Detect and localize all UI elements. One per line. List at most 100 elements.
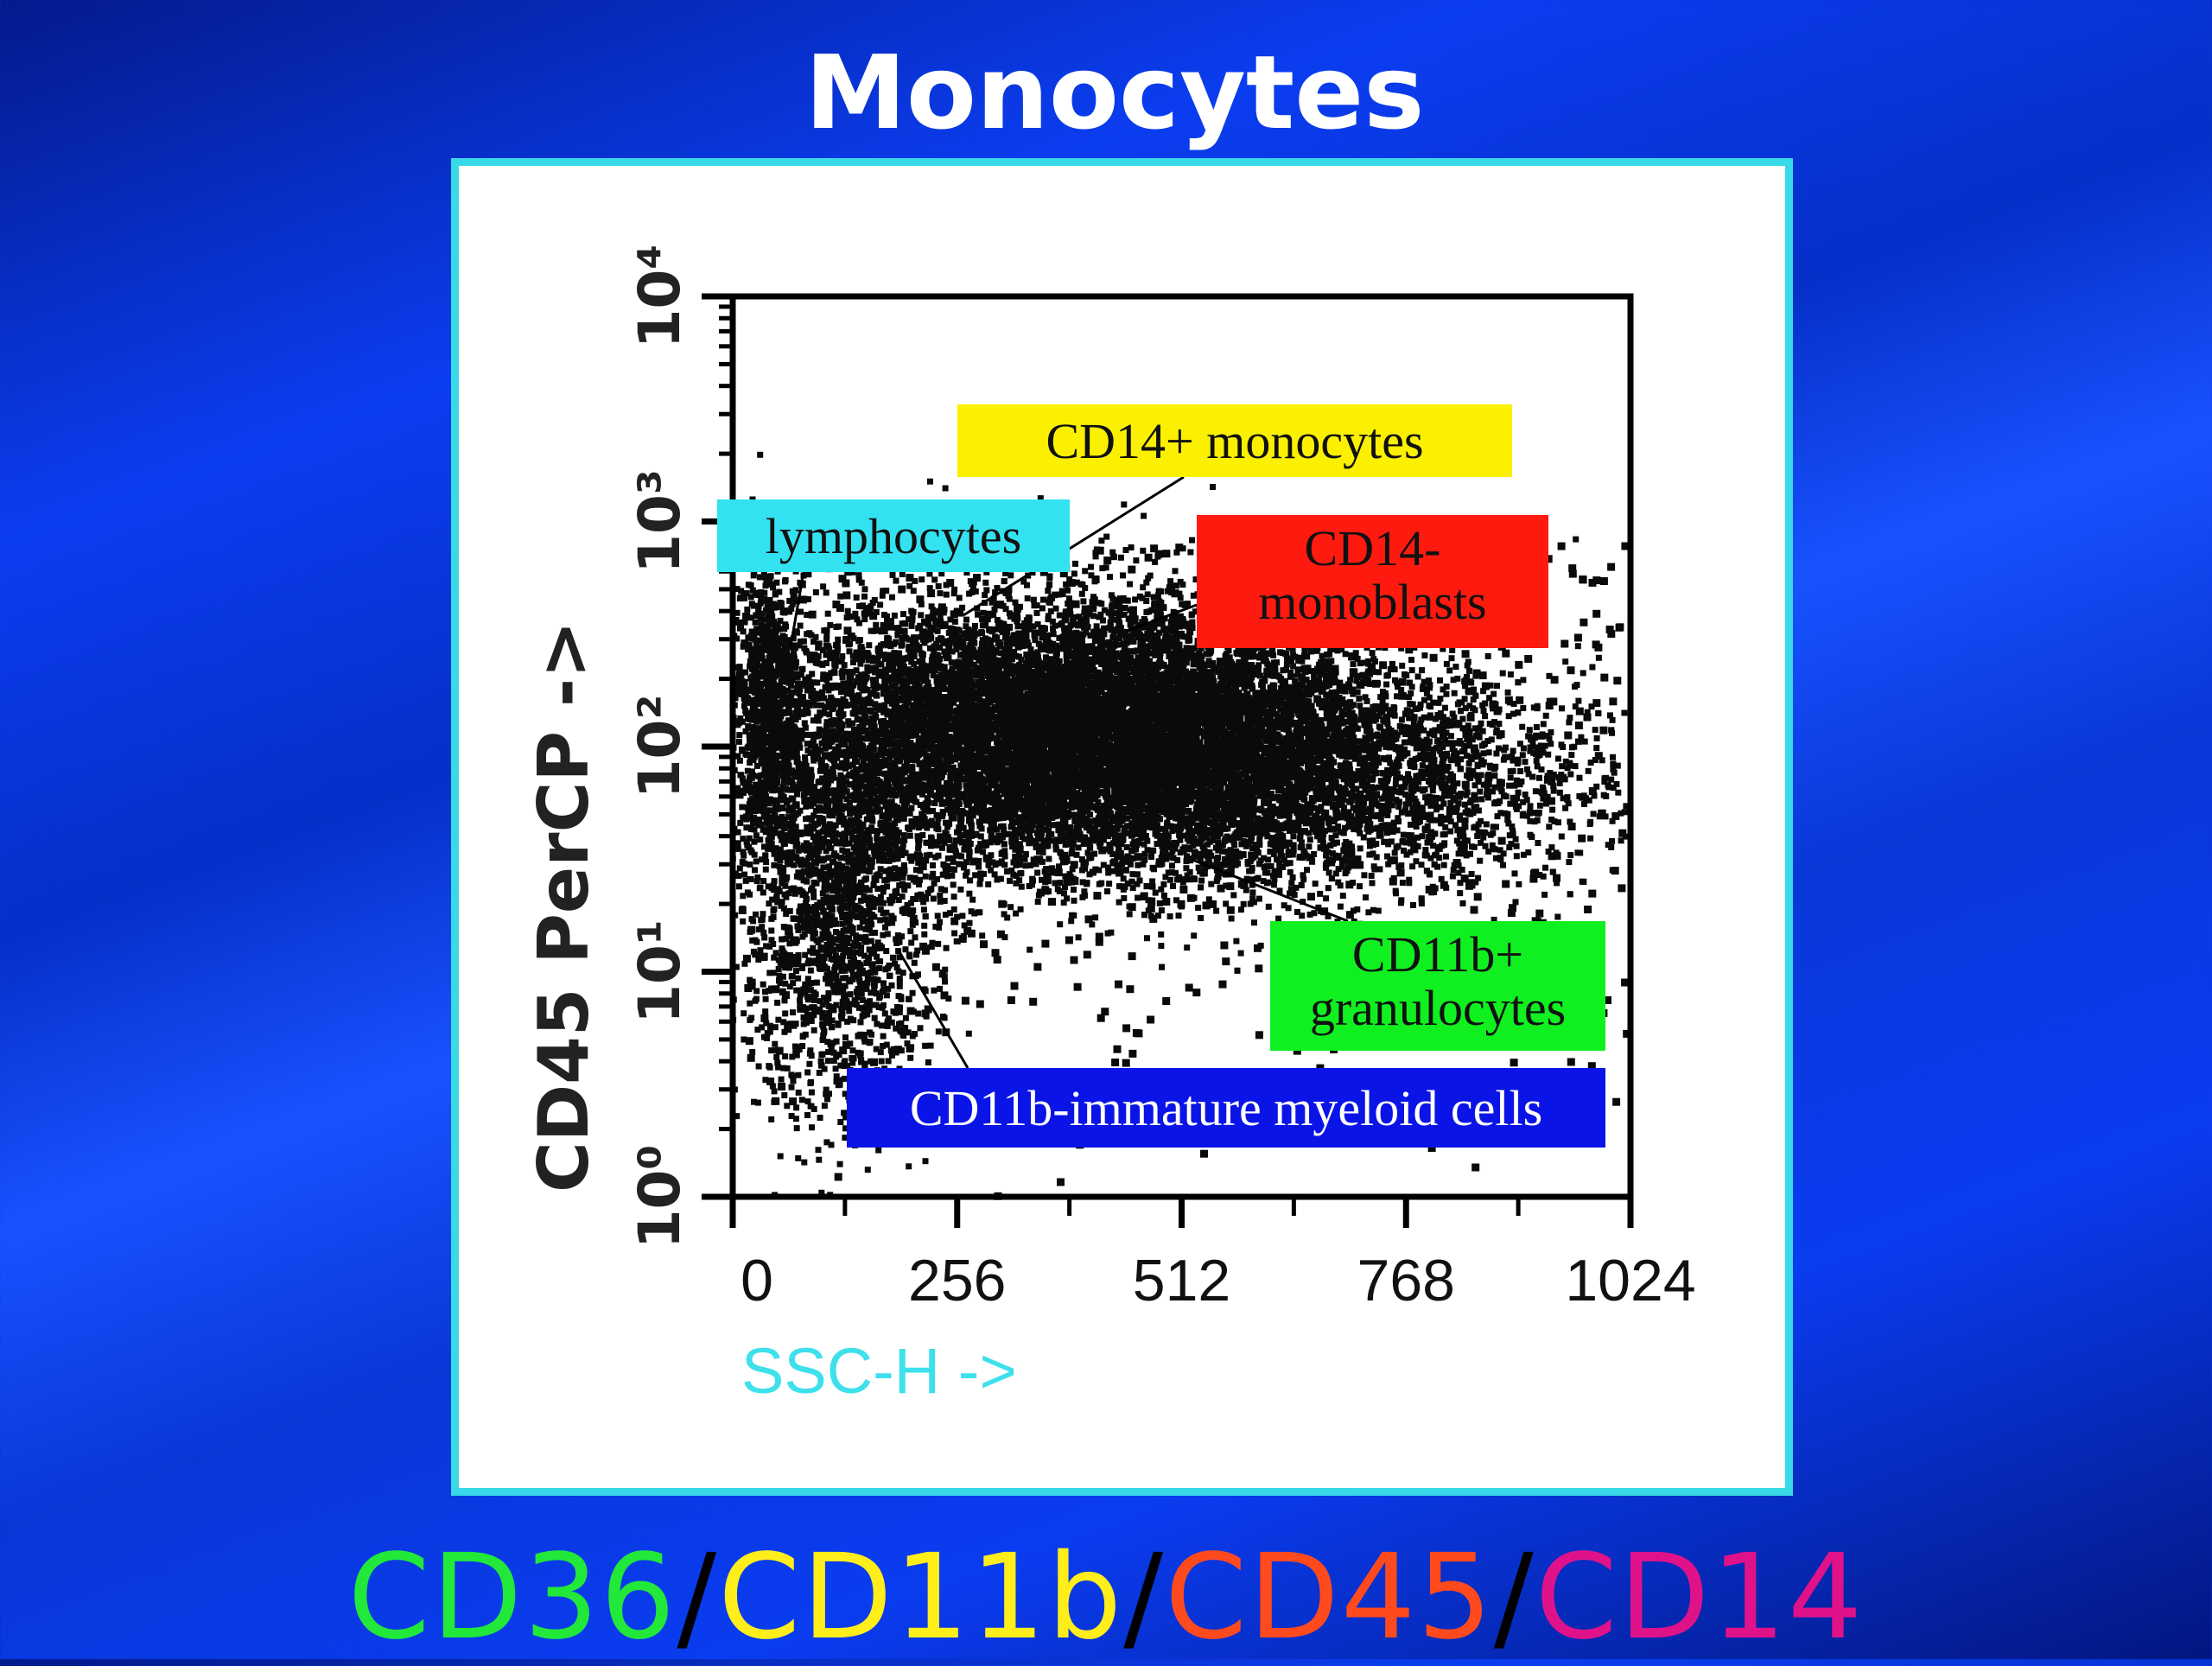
scatter-point-1818 xyxy=(836,717,843,724)
scatter-point-378 xyxy=(747,594,754,601)
scatter-point-710 xyxy=(769,636,776,643)
scatter-point-302 xyxy=(773,855,780,862)
scatter-point-319 xyxy=(762,582,769,589)
scatter-point-460 xyxy=(747,754,754,760)
scatter-point-2134 xyxy=(968,908,975,915)
scatter-point-1259 xyxy=(1098,537,1105,544)
scatter-point-514 xyxy=(753,639,760,645)
scatter-point-3265 xyxy=(1038,836,1045,843)
scatter-point-3026 xyxy=(992,589,999,596)
scatter-point-642 xyxy=(761,934,768,941)
scatter-point-773 xyxy=(759,742,766,749)
scatter-point-2429 xyxy=(926,585,933,592)
scatter-point-1973 xyxy=(992,674,999,681)
scatter-point-2280 xyxy=(1071,570,1077,577)
scatter-point-4968 xyxy=(753,798,760,804)
scatter-point-1945 xyxy=(880,798,887,804)
scatter-point-4250 xyxy=(981,785,988,792)
scatter-point-487 xyxy=(770,601,777,607)
scatter-point-4123 xyxy=(860,682,867,689)
scatter-point-4161 xyxy=(881,628,888,634)
scatter-point-2309 xyxy=(806,652,813,658)
scatter-point-20 xyxy=(759,856,766,863)
scatter-point-3544 xyxy=(836,777,843,784)
scatter-point-1692 xyxy=(933,678,940,684)
scatter-point-3519 xyxy=(938,732,945,739)
scatter-point-2196 xyxy=(910,588,917,595)
scatter-point-2572 xyxy=(1052,775,1058,782)
scatter-point-3763 xyxy=(824,610,831,617)
scatter-point-2586 xyxy=(761,779,768,786)
scatter-point-4876 xyxy=(785,687,791,694)
scatter-point-3432 xyxy=(753,832,760,839)
scatter-point-1806 xyxy=(926,774,933,781)
scatter-point-2511 xyxy=(825,855,832,862)
scatter-point-780 xyxy=(762,829,769,836)
scatter-point-697 xyxy=(745,645,752,652)
scatter-point-3573 xyxy=(1092,866,1099,873)
scatter-point-1004 xyxy=(782,621,789,628)
scatter-point-1774 xyxy=(779,817,786,824)
scatter-point-2324 xyxy=(823,792,830,798)
scatter-point-4054 xyxy=(894,650,901,657)
scatter-point-272 xyxy=(734,609,741,616)
scatter-point-3367 xyxy=(875,785,882,792)
scatter-point-2366 xyxy=(761,672,768,679)
scatter-point-3720 xyxy=(1027,797,1033,803)
scatter-point-2966 xyxy=(919,823,926,830)
scatter-point-2413 xyxy=(844,607,851,614)
scatter-point-227 xyxy=(767,573,774,580)
scatter-point-824 xyxy=(769,708,776,714)
scatter-point-3818 xyxy=(784,678,791,685)
scatter-point-1292 xyxy=(850,727,857,734)
scatter-point-2370 xyxy=(1073,579,1080,586)
scatter-point-1598 xyxy=(839,673,846,680)
scatter-point-3438 xyxy=(1065,595,1072,602)
scatter-point-682 xyxy=(765,713,772,720)
scatter-point-1652 xyxy=(887,761,893,768)
scatter-point-3612 xyxy=(1027,646,1034,653)
scatter-point-3671 xyxy=(838,760,845,766)
scatter-point-2355 xyxy=(771,711,777,718)
scatter-point-2283 xyxy=(832,746,839,753)
scatter-point-3361 xyxy=(797,695,804,702)
scatter-point-831 xyxy=(748,628,755,635)
scatter-point-550 xyxy=(805,674,812,681)
scatter-point-4329 xyxy=(1065,810,1071,817)
scatter-point-1163 xyxy=(912,706,918,713)
scatter-point-4073 xyxy=(884,619,890,626)
scatter-point-3564 xyxy=(960,671,967,678)
scatter-point-4098 xyxy=(956,595,963,601)
scatter-point-2628 xyxy=(812,588,819,595)
scatter-point-3231 xyxy=(787,728,794,735)
scatter-point-4264 xyxy=(855,734,862,741)
scatter-point-4344 xyxy=(801,774,808,781)
scatter-point-1196 xyxy=(991,871,998,878)
scatter-point-2591 xyxy=(907,752,914,759)
scatter-point-645 xyxy=(756,684,762,690)
scatter-point-3703 xyxy=(946,766,953,773)
scatter-point-3713 xyxy=(955,684,962,691)
scatter-point-4179 xyxy=(1224,849,1230,855)
scatter-point-1642 xyxy=(930,870,937,877)
scatter-point-2686 xyxy=(888,700,895,707)
scatter-point-917 xyxy=(760,645,766,652)
scatter-point-113 xyxy=(737,819,744,826)
scatter-point-540 xyxy=(794,791,800,798)
scatter-point-1988 xyxy=(1030,623,1037,630)
scatter-point-760 xyxy=(772,591,779,598)
scatter-point-2978 xyxy=(951,618,958,625)
scatter-point-2583 xyxy=(812,633,819,640)
scatter-point-945 xyxy=(906,582,913,589)
scatter-point-441 xyxy=(782,696,789,703)
scatter-point-2752 xyxy=(866,700,873,707)
scatter-point-4237 xyxy=(913,698,920,705)
scatter-point-494 xyxy=(752,657,758,664)
scatter-point-1040 xyxy=(810,679,817,686)
scatter-point-4211 xyxy=(901,836,908,843)
scatter-point-578 xyxy=(755,603,762,610)
scatter-point-1248 xyxy=(1192,576,1199,583)
scatter-point-422 xyxy=(781,651,788,658)
scatter-point-3353 xyxy=(1127,581,1134,588)
scatter-point-1520 xyxy=(1139,664,1146,671)
